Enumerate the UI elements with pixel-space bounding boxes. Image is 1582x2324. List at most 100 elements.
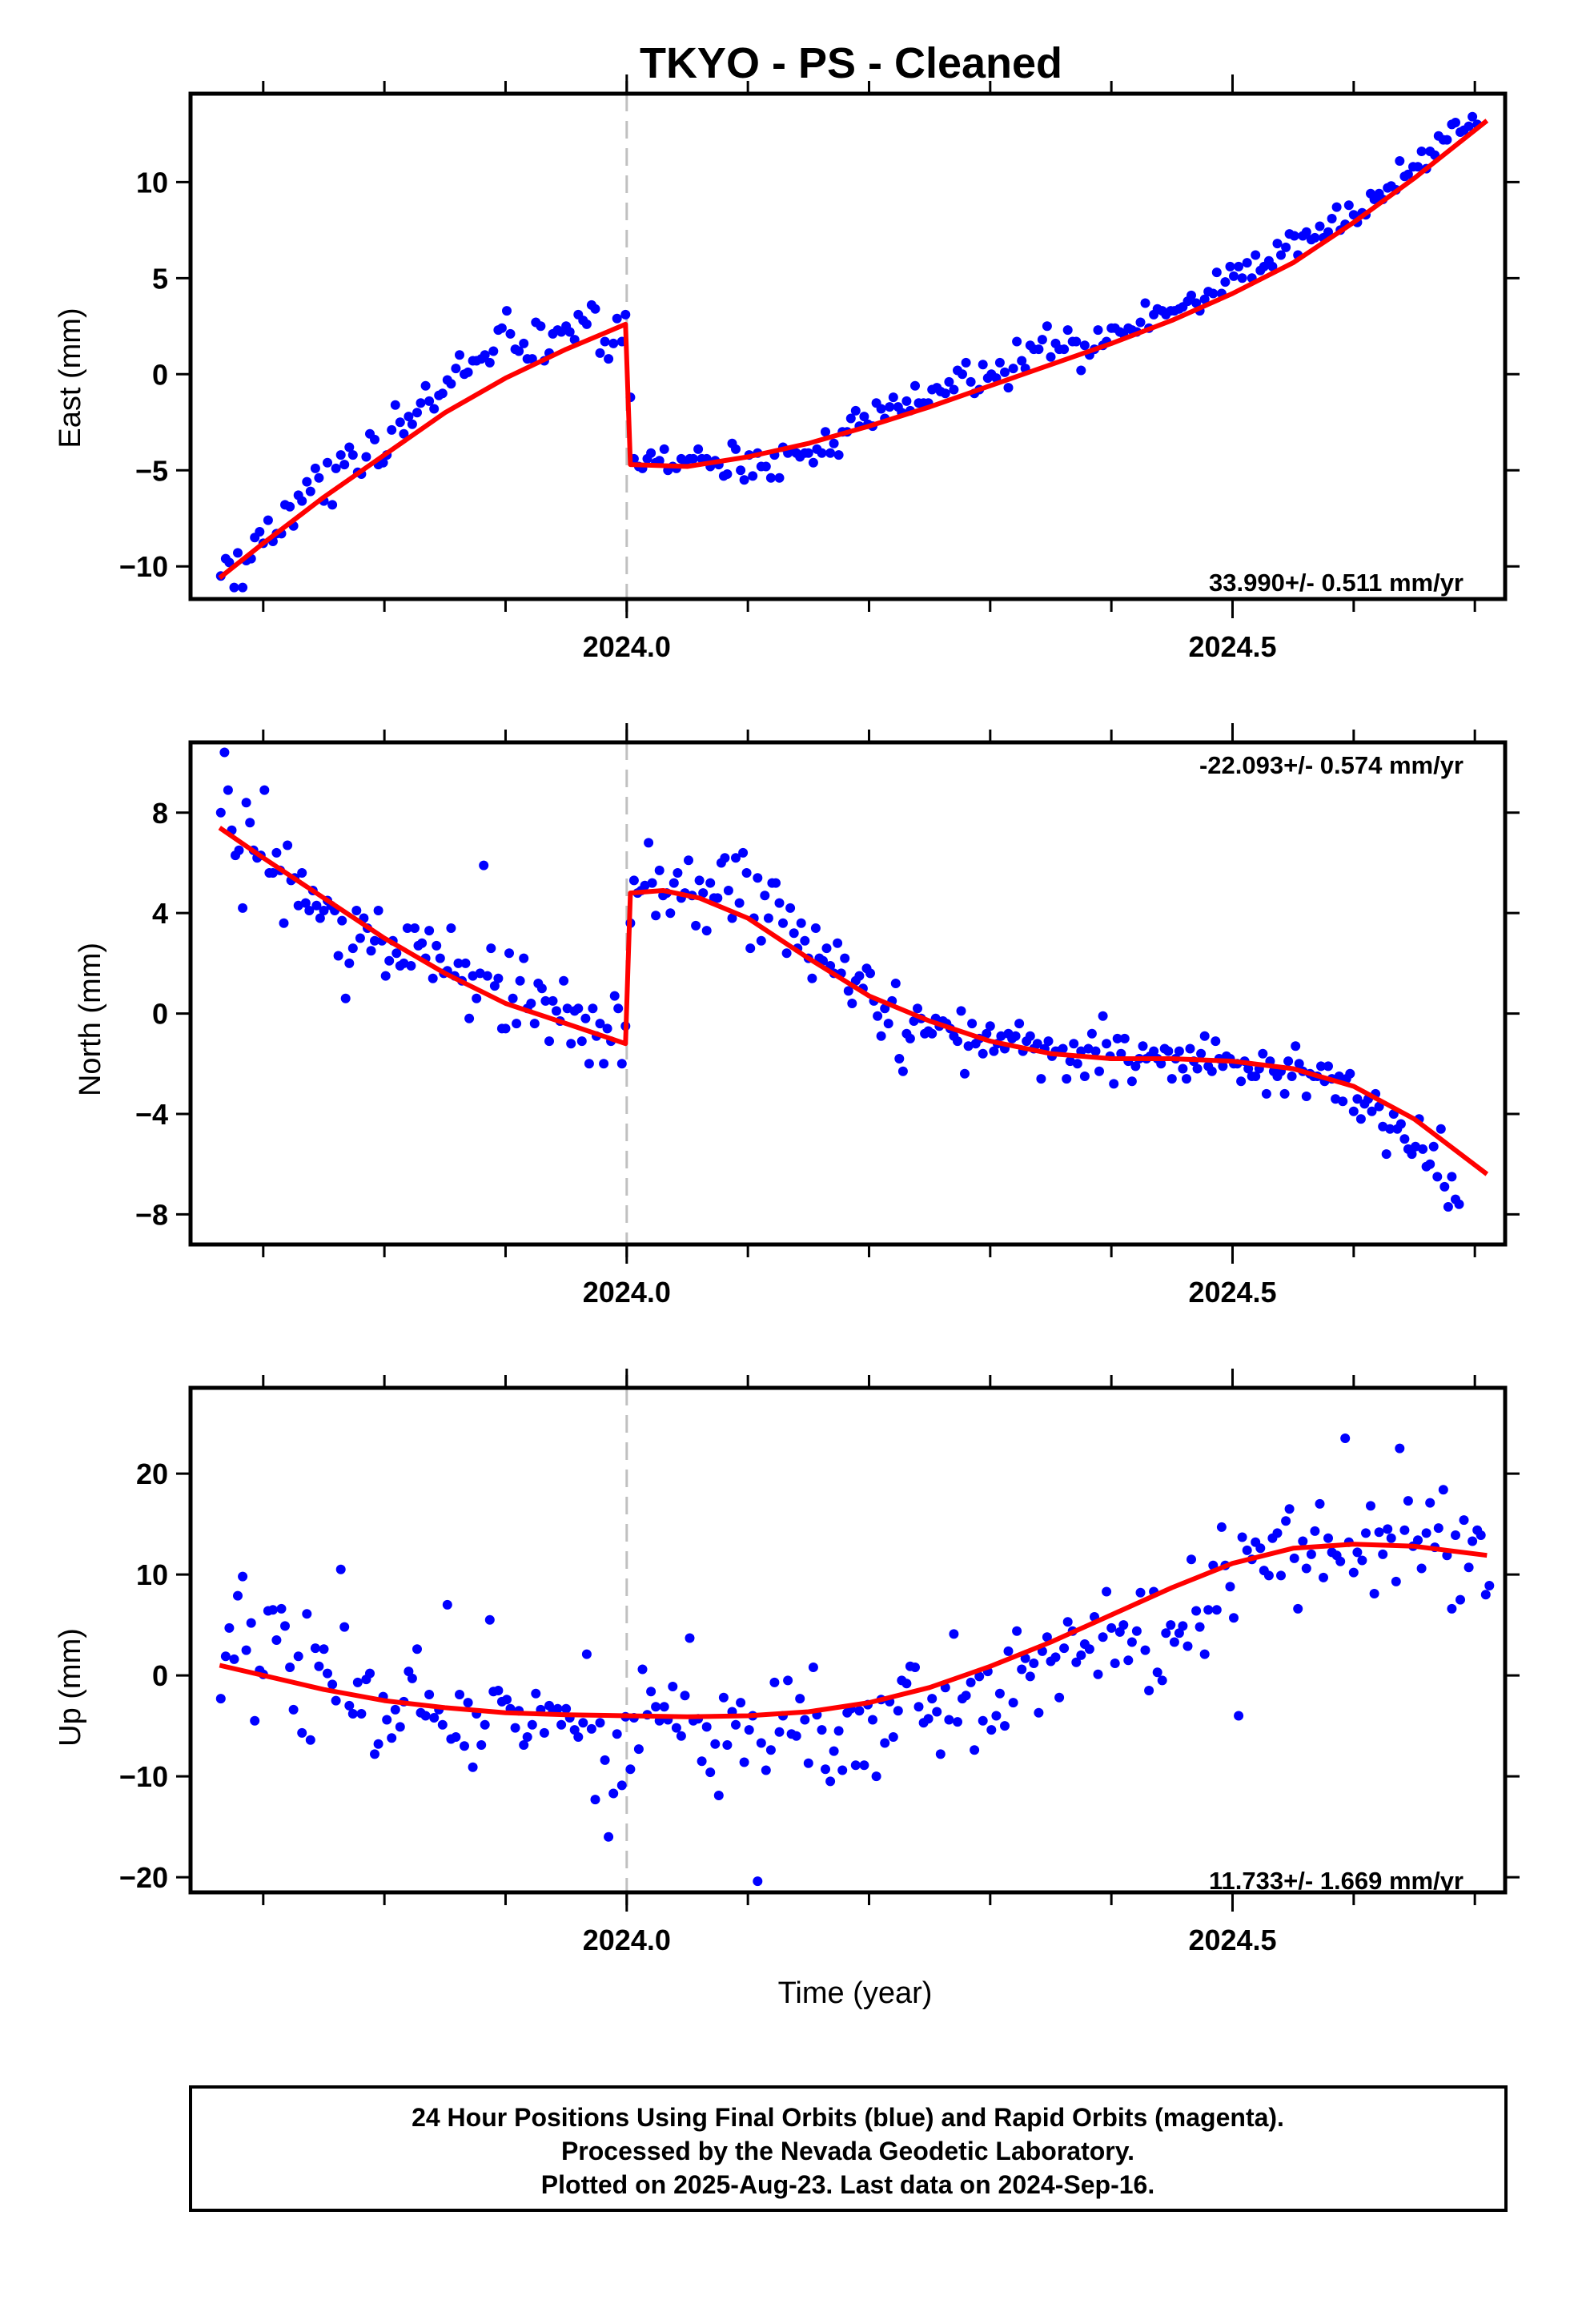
up-data-point xyxy=(455,1690,464,1699)
up-data-point xyxy=(756,1738,766,1748)
up-data-point xyxy=(1242,1545,1252,1555)
north-data-point xyxy=(753,873,763,883)
time-xlabel: Time (year) xyxy=(778,1976,933,2010)
up-data-point xyxy=(697,1756,707,1767)
east-data-point xyxy=(1251,250,1261,260)
up-data-point xyxy=(991,1711,1002,1721)
north-data-point xyxy=(953,1036,962,1047)
north-data-point xyxy=(1119,1033,1130,1043)
north-data-point xyxy=(544,1036,554,1047)
up-data-point xyxy=(373,1739,383,1749)
up-data-point xyxy=(1425,1498,1435,1508)
up-data-point xyxy=(595,1718,605,1728)
east-data-point xyxy=(1208,288,1219,299)
north-data-point xyxy=(489,981,500,991)
north-data-point xyxy=(370,935,379,946)
up-data-point xyxy=(850,1760,861,1771)
up-data-point xyxy=(803,1758,813,1768)
east-data-point xyxy=(1008,364,1018,374)
north-data-point xyxy=(613,1003,624,1014)
east-data-point xyxy=(429,404,440,414)
north-data-point xyxy=(694,875,705,886)
north-data-point xyxy=(731,853,741,863)
east-data-point xyxy=(1076,365,1086,376)
north-xtick-label: 2024.0 xyxy=(583,1276,671,1309)
up-data-point xyxy=(586,1723,596,1734)
north-data-point xyxy=(1411,1141,1420,1152)
north-data-point xyxy=(347,943,358,954)
east-data-point xyxy=(1413,162,1423,172)
up-data-point xyxy=(365,1668,375,1679)
up-data-point xyxy=(739,1757,749,1767)
north-data-point xyxy=(464,1013,475,1023)
east-data-point xyxy=(1481,0,1491,5)
north-data-point xyxy=(691,920,701,931)
up-data-point xyxy=(612,1729,622,1739)
north-data-point xyxy=(536,983,547,994)
north-data-point xyxy=(1185,1043,1195,1054)
north-data-point xyxy=(1010,1031,1021,1041)
north-data-point xyxy=(1287,1072,1297,1081)
east-data-point xyxy=(966,376,976,387)
up-ytick-label: −10 xyxy=(119,1760,168,1793)
north-data-point xyxy=(789,928,799,939)
north-data-point xyxy=(609,991,620,1001)
east-data-point xyxy=(1315,221,1325,231)
up-data-point xyxy=(1438,1485,1448,1495)
up-data-point xyxy=(390,1704,400,1715)
up-data-point xyxy=(970,1745,980,1755)
up-data-point xyxy=(510,1723,520,1733)
east-data-point xyxy=(808,457,818,468)
north-data-point xyxy=(1014,1019,1025,1029)
north-data-point xyxy=(512,1019,522,1029)
up-data-point xyxy=(774,1727,785,1737)
north-data-point xyxy=(424,926,435,936)
east-data-point xyxy=(689,453,698,464)
up-data-point xyxy=(352,1677,363,1687)
east-data-point xyxy=(693,444,704,454)
up-data-point xyxy=(795,1694,805,1704)
up-data-point xyxy=(1421,1528,1431,1538)
up-data-point xyxy=(276,1603,287,1614)
up-data-point xyxy=(1480,1590,1491,1600)
east-data-point xyxy=(958,369,967,380)
east-data-point xyxy=(1289,231,1299,241)
north-data-point xyxy=(1428,1141,1439,1152)
up-data-point xyxy=(871,1771,881,1782)
up-data-point xyxy=(1374,1527,1384,1538)
up-data-point xyxy=(407,1673,417,1683)
up-data-point xyxy=(744,1725,754,1735)
up-data-point xyxy=(1008,1698,1018,1708)
north-data-point xyxy=(982,1028,992,1039)
east-xtick-label: 2024.0 xyxy=(583,630,671,663)
north-data-point xyxy=(774,898,785,908)
north-data-point xyxy=(833,938,843,948)
east-data-point xyxy=(1464,121,1474,131)
north-data-point xyxy=(219,747,230,758)
up-data-point xyxy=(854,1706,865,1716)
east-data-point xyxy=(876,404,886,414)
up-data-point xyxy=(1017,1664,1027,1675)
up-data-point xyxy=(1191,1606,1202,1616)
up-data-point xyxy=(1000,1721,1010,1731)
up-data-point xyxy=(1456,1594,1465,1605)
north-data-point xyxy=(1443,1202,1453,1212)
up-data-point xyxy=(821,1764,830,1775)
up-data-point xyxy=(1484,1581,1495,1590)
up-data-point xyxy=(1050,1652,1061,1663)
up-data-point xyxy=(319,1644,329,1655)
east-data-point xyxy=(399,428,409,439)
up-data-point xyxy=(765,1745,776,1755)
north-data-point xyxy=(417,938,428,948)
up-data-point xyxy=(519,1740,529,1750)
east-data-point xyxy=(1191,298,1202,308)
east-data-point xyxy=(335,450,346,460)
east-data-point xyxy=(901,396,912,406)
north-data-point xyxy=(519,953,529,963)
up-data-point xyxy=(633,1744,644,1755)
up-data-point xyxy=(1140,1645,1150,1655)
north-data-point xyxy=(1395,1119,1406,1129)
north-data-point xyxy=(1236,1076,1247,1087)
up-data-point xyxy=(1034,1707,1044,1718)
